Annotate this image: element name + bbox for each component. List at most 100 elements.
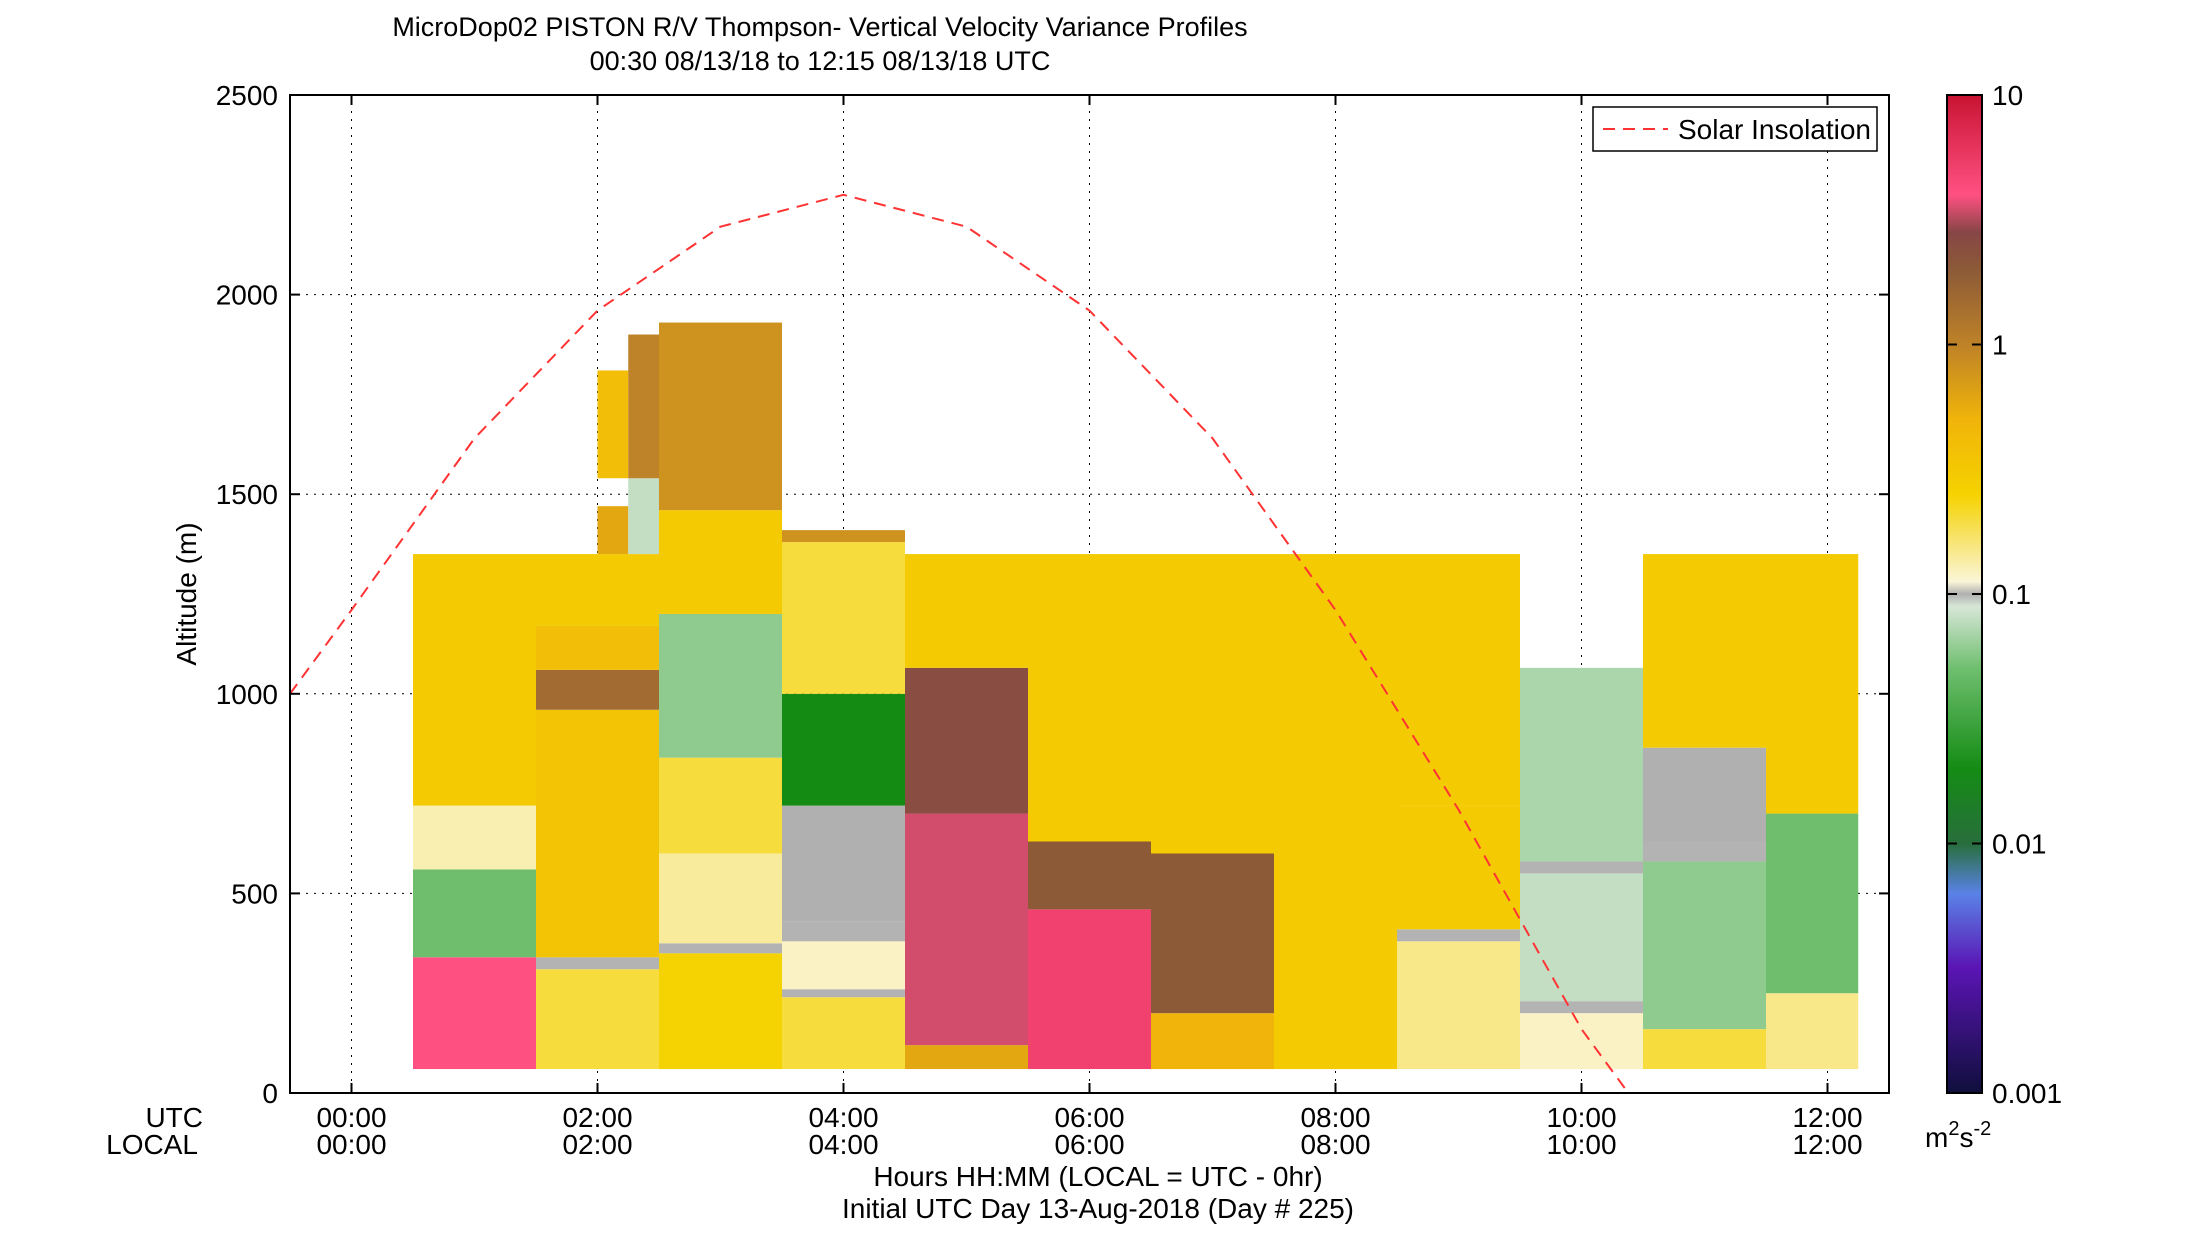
colorbar-units-exp2: -2 <box>1973 1118 1991 1140</box>
heatmap-cell <box>782 530 905 543</box>
heatmap-cell <box>905 554 1028 668</box>
colorbar-tick-label: 1 <box>1992 330 2008 361</box>
heatmap-cell <box>536 709 659 958</box>
colorbar-tick-label: 0.001 <box>1992 1078 2062 1109</box>
x-tick-label-local: 12:00 <box>1792 1129 1862 1160</box>
heatmap-cell <box>628 334 659 479</box>
heatmap-cell <box>659 613 782 758</box>
heatmap-cell <box>782 693 905 806</box>
heatmap-cell <box>597 370 629 479</box>
x-axis-label: Hours HH:MM (LOCAL = UTC - 0hr) <box>873 1161 1322 1192</box>
heatmap-cell <box>782 805 905 922</box>
heatmap-cell <box>905 667 1028 814</box>
heatmap-cell <box>1151 554 1274 854</box>
heatmap-cell <box>1520 1001 1643 1014</box>
x-tick-label-utc: 06:00 <box>1054 1102 1124 1133</box>
heatmap-cell <box>782 941 905 990</box>
x-tick-label-utc: 08:00 <box>1300 1102 1370 1133</box>
heatmap-cell <box>1643 861 1766 1030</box>
heatmap-cell <box>1397 805 1520 930</box>
heatmap-cell <box>659 322 782 511</box>
heatmap-cell <box>659 757 782 854</box>
heatmap-cell <box>659 853 782 944</box>
x-tick-label-local: 00:00 <box>316 1129 386 1160</box>
heatmap-cell <box>782 542 905 694</box>
heatmap-cell <box>1397 929 1520 942</box>
heatmap-cell <box>1028 909 1151 1070</box>
heatmap-cell <box>1520 1013 1643 1070</box>
heatmap-cell <box>659 943 782 954</box>
colorbar-tick-label: 0.1 <box>1992 579 2031 610</box>
x-tick-label-utc: 00:00 <box>316 1102 386 1133</box>
heatmap-cell <box>413 957 536 1070</box>
solar-insolation-curve <box>290 193 1630 1093</box>
y-tick-label: 2500 <box>216 80 278 111</box>
x-tick-label-utc: 12:00 <box>1792 1102 1862 1133</box>
heatmap-cell <box>1643 747 1766 842</box>
heatmap-cell <box>413 805 536 870</box>
x-axis-utc-row-label: UTC <box>145 1102 203 1133</box>
heatmap-cell <box>1397 554 1520 806</box>
colorbar-units-base: m <box>1925 1122 1948 1153</box>
x-axis-local-row-label: LOCAL <box>106 1129 198 1160</box>
heatmap-cell <box>1151 1013 1274 1070</box>
y-tick-label: 2000 <box>216 280 278 311</box>
heatmap-cell <box>628 478 659 555</box>
heatmap-cell <box>536 554 659 626</box>
x-tick-label-utc: 02:00 <box>562 1102 632 1133</box>
x-tick-label-local: 06:00 <box>1054 1129 1124 1160</box>
heatmap-cell <box>782 997 905 1070</box>
heatmap-cell <box>536 957 659 970</box>
heatmap-cell <box>1397 941 1520 1070</box>
heatmap-cell <box>1520 667 1643 862</box>
heatmap-cell <box>1643 841 1766 862</box>
chart-title-line1: MicroDop02 PISTON R/V Thompson- Vertical… <box>392 12 1247 42</box>
heatmap-cell <box>413 554 536 806</box>
y-tick-label: 0 <box>262 1078 278 1109</box>
heatmap-cell <box>1520 873 1643 1002</box>
colorbar-tick-label: 10 <box>1992 80 2023 111</box>
x-tick-label-local: 02:00 <box>562 1129 632 1160</box>
x-tick-label-local: 04:00 <box>808 1129 878 1160</box>
x-tick-label-utc: 10:00 <box>1546 1102 1616 1133</box>
heatmap-cell <box>536 625 659 670</box>
heatmap-cell <box>1766 554 1859 814</box>
y-tick-label: 500 <box>231 878 278 909</box>
colorbar-units-exp1: 2 <box>1948 1118 1959 1140</box>
heatmap-cell <box>1766 993 1859 1070</box>
legend: Solar Insolation <box>1592 106 1878 152</box>
x-axis-sublabel: Initial UTC Day 13-Aug-2018 (Day # 225) <box>842 1193 1354 1224</box>
x-tick-label-utc: 04:00 <box>808 1102 878 1133</box>
heatmap-cell <box>597 506 629 555</box>
heatmap-cell <box>905 813 1028 1046</box>
heatmap-cell <box>1643 554 1766 748</box>
heatmap-cell <box>782 989 905 998</box>
heatmap-cell <box>1151 853 1274 1014</box>
legend-label: Solar Insolation <box>1678 114 1871 145</box>
colorbar-tick-label: 0.01 <box>1992 829 2047 860</box>
x-tick-label-local: 10:00 <box>1546 1129 1616 1160</box>
heatmap-cell <box>1520 861 1643 874</box>
heatmap-cell <box>1274 829 1397 1070</box>
heatmap-cell <box>1643 1029 1766 1070</box>
solar-curve-layer <box>290 193 1630 1093</box>
heatmap-cell <box>659 510 782 614</box>
legend-box <box>1592 106 1878 152</box>
y-tick-label: 1000 <box>216 679 278 710</box>
heatmap-cell <box>1028 841 1151 910</box>
y-axis-label: Altitude (m) <box>171 522 202 665</box>
colorbar-ticks: 0.001 0.01 0.1 1 10 <box>1947 80 2062 1109</box>
heatmap-cell <box>1766 813 1859 994</box>
colorbar-units: m2s-2 <box>1925 1118 1991 1153</box>
x-tick-label-local: 08:00 <box>1300 1129 1370 1160</box>
heatmap-cell <box>1028 554 1151 842</box>
heatmap-cell <box>905 1045 1028 1070</box>
heatmap <box>413 322 1859 1070</box>
colorbar-units-mid: s <box>1959 1122 1973 1153</box>
heatmap-cell <box>782 921 905 942</box>
heatmap-cell <box>1274 554 1397 830</box>
heatmap-cell <box>536 969 659 1070</box>
heatmap-cell <box>413 869 536 958</box>
